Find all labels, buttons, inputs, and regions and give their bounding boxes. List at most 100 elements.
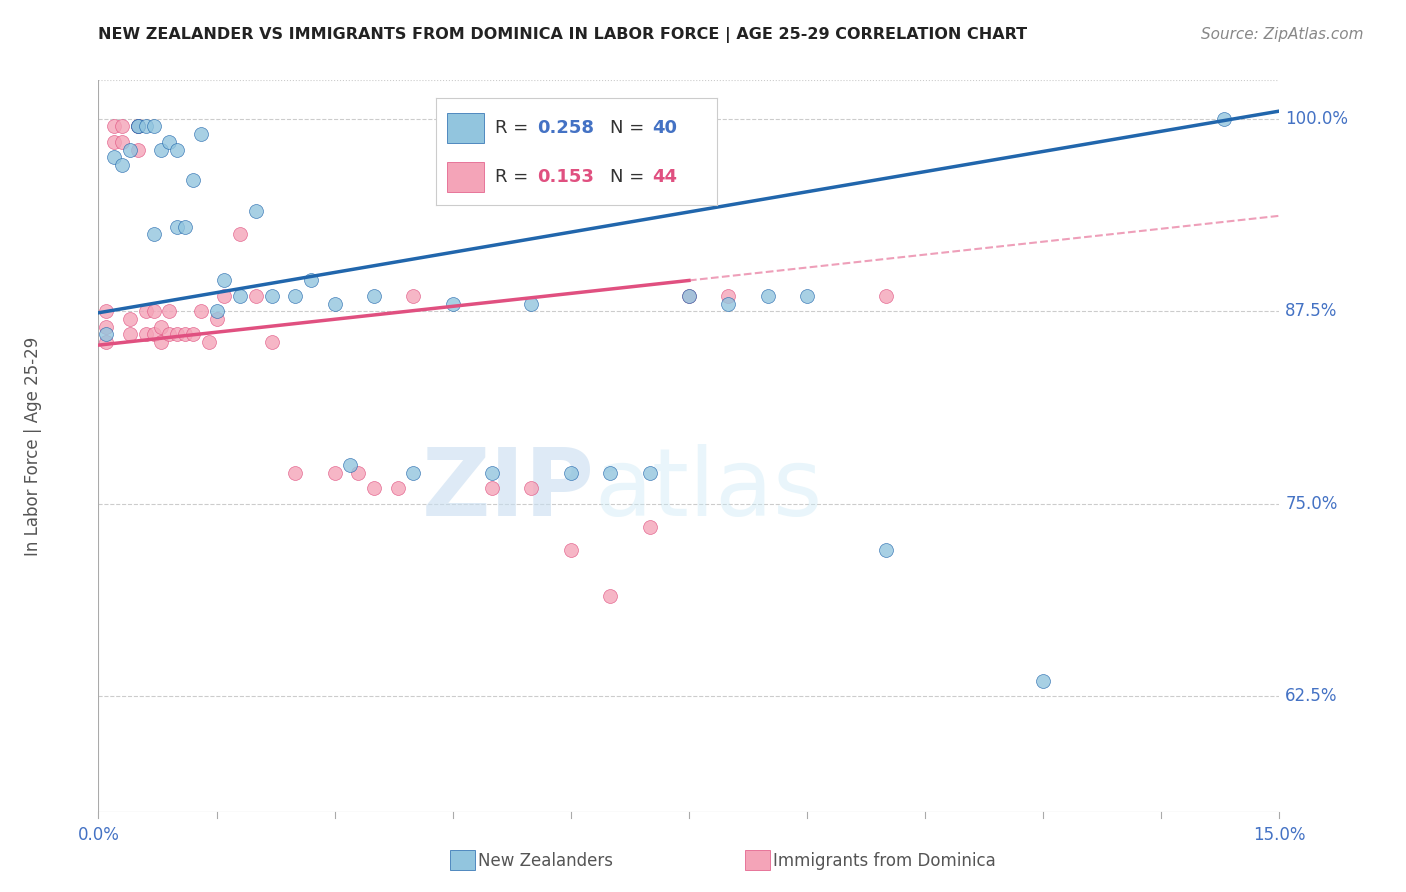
- Point: [157, 135, 180, 149]
- Point: [157, 304, 180, 318]
- Text: N =: N =: [610, 169, 644, 186]
- Point: [245, 289, 267, 303]
- Point: [190, 304, 212, 318]
- Point: [96, 319, 118, 334]
- Point: [103, 120, 125, 134]
- Point: [197, 334, 219, 349]
- Text: 44: 44: [652, 169, 678, 186]
- Point: [174, 219, 197, 234]
- Point: [135, 304, 157, 318]
- Point: [245, 204, 267, 219]
- Text: R =: R =: [495, 120, 529, 137]
- Point: [118, 327, 141, 342]
- Point: [111, 158, 134, 172]
- Point: [339, 458, 361, 473]
- Point: [127, 120, 149, 134]
- Text: In Labor Force | Age 25-29: In Labor Force | Age 25-29: [24, 336, 42, 556]
- Point: [481, 481, 503, 495]
- Bar: [447, 113, 484, 143]
- Point: [181, 327, 204, 342]
- Point: [166, 143, 188, 157]
- Text: 0.153: 0.153: [537, 169, 593, 186]
- Point: [756, 289, 779, 303]
- Point: [103, 150, 125, 164]
- Point: [142, 227, 165, 242]
- Point: [127, 120, 149, 134]
- Point: [599, 466, 621, 480]
- Point: [135, 327, 157, 342]
- Point: [96, 334, 118, 349]
- Text: 0.258: 0.258: [537, 120, 595, 137]
- Point: [347, 466, 370, 480]
- Point: [142, 120, 165, 134]
- Text: 0.0%: 0.0%: [77, 826, 120, 845]
- Point: [96, 304, 118, 318]
- Point: [363, 481, 385, 495]
- Point: [150, 334, 173, 349]
- Text: R =: R =: [495, 169, 529, 186]
- Point: [599, 589, 621, 603]
- Point: [260, 334, 283, 349]
- Text: 15.0%: 15.0%: [1253, 826, 1306, 845]
- Point: [205, 304, 228, 318]
- Point: [520, 481, 543, 495]
- Point: [229, 227, 252, 242]
- Point: [717, 296, 740, 310]
- Point: [135, 120, 157, 134]
- Point: [323, 296, 346, 310]
- Point: [284, 289, 307, 303]
- Point: [875, 289, 897, 303]
- Text: ZIP: ZIP: [422, 444, 595, 536]
- Point: [560, 543, 582, 558]
- Point: [157, 327, 180, 342]
- Text: N =: N =: [610, 120, 644, 137]
- Point: [118, 312, 141, 326]
- Point: [638, 466, 661, 480]
- Point: [560, 466, 582, 480]
- Point: [363, 289, 385, 303]
- Text: NEW ZEALANDER VS IMMIGRANTS FROM DOMINICA IN LABOR FORCE | AGE 25-29 CORRELATION: NEW ZEALANDER VS IMMIGRANTS FROM DOMINIC…: [98, 27, 1028, 43]
- Point: [1032, 673, 1054, 688]
- Text: atlas: atlas: [595, 444, 823, 536]
- Point: [166, 327, 188, 342]
- Point: [387, 481, 409, 495]
- Point: [174, 327, 197, 342]
- Point: [127, 120, 149, 134]
- Point: [260, 289, 283, 303]
- Point: [150, 319, 173, 334]
- Point: [717, 289, 740, 303]
- Point: [96, 327, 118, 342]
- Point: [103, 135, 125, 149]
- Point: [118, 143, 141, 157]
- Point: [796, 289, 818, 303]
- Point: [166, 219, 188, 234]
- Text: 40: 40: [652, 120, 678, 137]
- Point: [150, 143, 173, 157]
- Point: [678, 289, 700, 303]
- Bar: [447, 162, 484, 193]
- Text: Immigrants from Dominica: Immigrants from Dominica: [773, 852, 995, 870]
- Point: [142, 327, 165, 342]
- Point: [284, 466, 307, 480]
- Point: [214, 273, 236, 287]
- Point: [481, 466, 503, 480]
- Text: New Zealanders: New Zealanders: [478, 852, 613, 870]
- Text: Source: ZipAtlas.com: Source: ZipAtlas.com: [1201, 27, 1364, 42]
- Point: [875, 543, 897, 558]
- Point: [214, 289, 236, 303]
- Point: [402, 289, 425, 303]
- Point: [678, 289, 700, 303]
- Point: [1213, 112, 1236, 126]
- Text: 75.0%: 75.0%: [1285, 495, 1337, 513]
- Text: 100.0%: 100.0%: [1285, 110, 1348, 128]
- Point: [190, 127, 212, 141]
- Point: [299, 273, 322, 287]
- Point: [402, 466, 425, 480]
- Text: 87.5%: 87.5%: [1285, 302, 1337, 320]
- Point: [638, 520, 661, 534]
- Point: [127, 120, 149, 134]
- Point: [181, 173, 204, 187]
- Point: [111, 135, 134, 149]
- Point: [323, 466, 346, 480]
- Point: [111, 120, 134, 134]
